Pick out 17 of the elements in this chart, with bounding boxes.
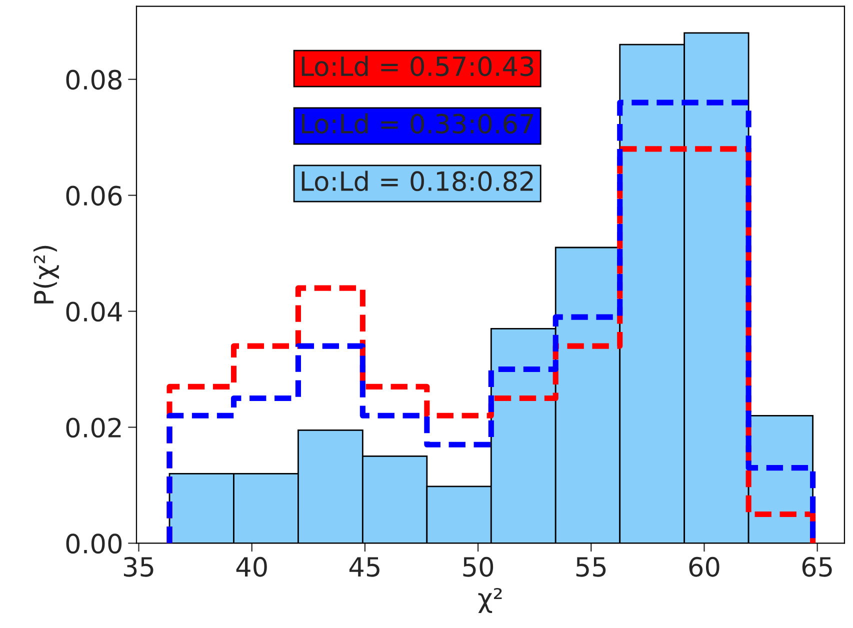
text: Lo:Ld = 0.18:0.82 (302, 170, 533, 192)
y-tick-label: 0.06 (66, 186, 122, 206)
x-tick-label: 65 (802, 556, 832, 577)
y-tick-label: 0.08 (66, 70, 122, 90)
x-tick-label: 35 (124, 556, 154, 577)
x-tick-label: 55 (576, 557, 606, 577)
x-tick-label: 40 (236, 556, 267, 577)
text: Lo:Ld = 0.57:0.43 (302, 56, 534, 76)
x-tick-label: 45 (349, 557, 380, 577)
text: Lo:Ld = 0.33:0.67 (302, 113, 534, 134)
x-tick-label: 50 (463, 556, 494, 577)
y-tick-label: 0.00 (66, 534, 122, 554)
x-axis-title: χ² (478, 588, 502, 614)
x-tick-label: 60 (689, 556, 720, 577)
y-tick-label: 0.02 (66, 418, 121, 438)
y-tick-label: 0.04 (66, 302, 122, 322)
y-axis-title: P(χ²) (33, 246, 59, 304)
